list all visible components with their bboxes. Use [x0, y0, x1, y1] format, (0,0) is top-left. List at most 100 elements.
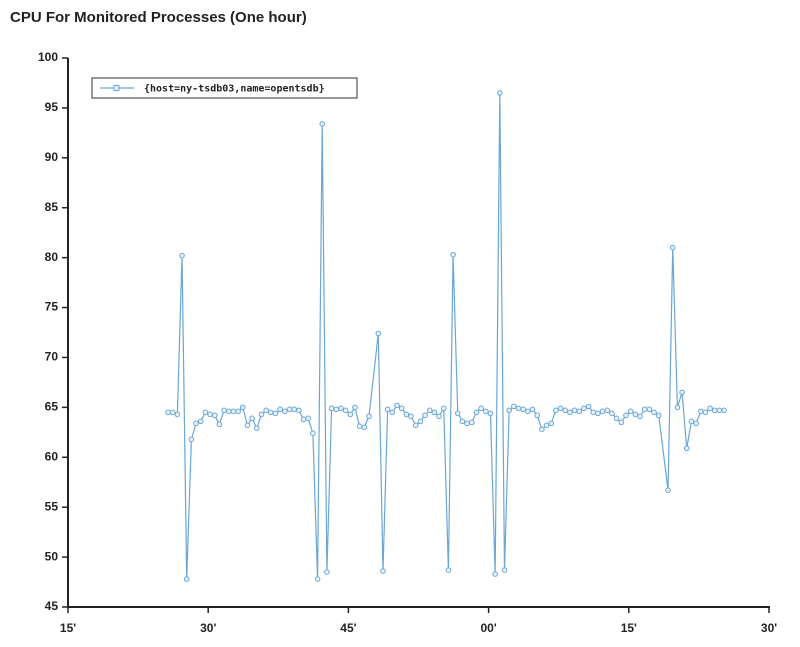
point [254, 425, 260, 432]
point [478, 405, 484, 412]
point [506, 407, 512, 414]
y-tick-label: 45 [45, 599, 59, 613]
series-line [168, 92, 725, 580]
point [440, 405, 447, 412]
point [445, 567, 452, 573]
legend-box [91, 77, 358, 99]
point [174, 411, 181, 418]
point [637, 413, 643, 420]
y-tick-label: 65 [45, 400, 59, 414]
point [683, 445, 690, 452]
point [356, 423, 363, 430]
point [324, 569, 330, 575]
point [609, 410, 615, 417]
point [511, 403, 517, 410]
point [211, 412, 218, 419]
point [394, 402, 400, 409]
point [338, 405, 344, 412]
point [179, 252, 185, 259]
point [225, 408, 232, 415]
point [412, 422, 419, 429]
x-tick-label: 00' [480, 621, 496, 635]
point [193, 420, 199, 427]
point [618, 419, 625, 426]
point [716, 407, 723, 414]
x-tick-label: 30' [200, 621, 216, 635]
point [454, 410, 461, 417]
y-tick-label: 85 [45, 200, 59, 214]
point [426, 407, 433, 414]
point [197, 418, 204, 425]
point [286, 406, 293, 413]
point [314, 576, 321, 582]
point [641, 406, 648, 413]
point [501, 567, 508, 573]
point [207, 411, 213, 418]
point [590, 409, 597, 416]
point [305, 415, 312, 422]
y-tick-label: 100 [38, 50, 58, 64]
point [183, 576, 190, 582]
point [221, 407, 227, 414]
point [272, 410, 279, 417]
point [450, 251, 456, 258]
point [464, 420, 470, 427]
point [539, 426, 545, 433]
point [576, 408, 583, 415]
point [585, 403, 592, 410]
point [431, 409, 438, 416]
y-tick-label: 95 [45, 100, 59, 114]
x-tick-label: 15' [60, 621, 76, 635]
y-tick-label: 75 [45, 300, 59, 314]
point [693, 420, 699, 427]
point [674, 404, 681, 411]
x-tick-label: 15' [621, 621, 637, 635]
point [230, 408, 237, 415]
point [669, 244, 676, 251]
chart-title: CPU For Monitored Processes (One hour) [10, 9, 307, 26]
point [651, 409, 657, 416]
point [239, 404, 246, 411]
point [595, 410, 601, 417]
point [534, 412, 541, 419]
y-tick-label: 55 [45, 499, 59, 513]
point [417, 418, 424, 425]
point [468, 419, 475, 426]
point [623, 412, 629, 419]
point [613, 415, 620, 422]
point [249, 415, 255, 422]
point [296, 407, 302, 414]
x-tick-label: 45' [340, 621, 356, 635]
point [473, 409, 480, 416]
y-tick-label: 50 [45, 549, 59, 563]
point [268, 409, 274, 416]
point [403, 411, 410, 418]
point [389, 409, 396, 416]
point [408, 413, 414, 420]
point [515, 405, 522, 412]
point [310, 430, 316, 437]
point [711, 407, 718, 414]
point [366, 413, 372, 420]
point [361, 424, 368, 431]
legend-marker [113, 85, 120, 91]
point [169, 409, 176, 416]
point [604, 407, 611, 414]
point [380, 568, 386, 574]
point [581, 405, 587, 412]
point [688, 418, 695, 425]
point [557, 405, 564, 412]
point [567, 409, 573, 416]
point [319, 121, 326, 127]
point [553, 407, 559, 414]
point [520, 406, 526, 413]
point [655, 412, 662, 419]
point [328, 405, 335, 412]
point [571, 407, 578, 414]
x-tick-label: 30' [761, 621, 777, 635]
point [543, 422, 550, 429]
point [342, 407, 349, 414]
point [282, 408, 288, 415]
point [525, 408, 531, 415]
y-tick-label: 90 [45, 150, 59, 164]
